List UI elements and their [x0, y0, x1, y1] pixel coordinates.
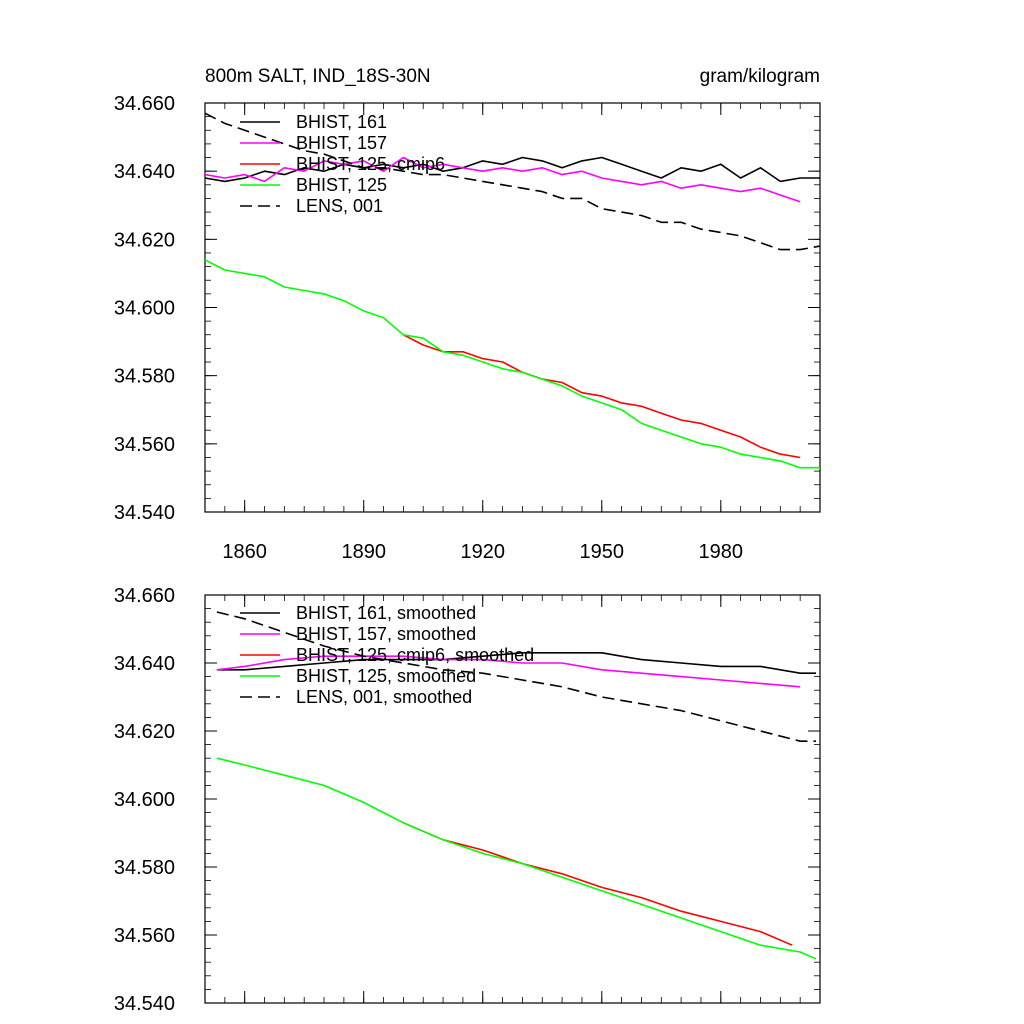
series-line-bhist-125-cmip6-smoothed [403, 822, 793, 946]
x-tick-label: 1920 [460, 541, 505, 563]
x-tick-label: 1860 [222, 541, 267, 563]
y-tick-label: 34.580 [114, 366, 175, 388]
y-tick-label: 34.600 [114, 298, 175, 320]
bottom-panel: 34.540 34.560 34.580 34.600 34.620 34.640 34.6… [114, 585, 821, 1015]
x-tick-label: 1980 [699, 541, 744, 563]
y-tick-label: 34.660 [114, 585, 175, 607]
series-line-lens-001-smoothed [216, 611, 816, 743]
legend-label: BHIST, 161, smoothed [296, 603, 476, 623]
y-tick-label: 34.640 [114, 653, 175, 675]
y-tick-label: 34.540 [114, 502, 175, 524]
legend-label: LENS, 001 [296, 196, 383, 216]
series-line-bhist-161 [204, 156, 820, 183]
y-tick-label: 34.540 [114, 993, 175, 1015]
y-tick-label: 34.640 [114, 161, 175, 183]
legend-label: BHIST, 125 [296, 175, 387, 195]
legend-label: BHIST, 157 [296, 133, 387, 153]
legend-label: LENS, 001, smoothed [296, 687, 472, 707]
legend-label: BHIST, 161 [296, 112, 387, 132]
series-line-bhist-125-cmip6 [403, 334, 801, 459]
series-line-bhist-161-smoothed [216, 651, 816, 675]
series-line-lens-001 [204, 112, 821, 251]
series-line-bhist-157-smoothed [216, 655, 801, 688]
series-line-bhist-157 [204, 156, 801, 203]
y-tick-label: 34.560 [114, 434, 175, 456]
top-panel: 800m SALT, IND_18S-30N gram/kilogram 34.… [114, 66, 821, 563]
series-line-bhist-125-smoothed [216, 757, 817, 960]
legend-label: BHIST, 157, smoothed [296, 624, 476, 644]
y-tick-label: 34.660 [114, 93, 175, 115]
units-label: gram/kilogram [700, 66, 820, 87]
series-line-bhist-125 [204, 259, 820, 469]
legend-label: BHIST, 125, cmip6, smoothed [296, 645, 534, 665]
legend-label: BHIST, 125, smoothed [296, 666, 476, 686]
top-plot-area: 34.540 34.560 34.580 34.600 34.620 34.640 34.6… [114, 93, 821, 563]
y-tick-label: 34.560 [114, 925, 175, 947]
x-tick-label: 1890 [341, 541, 386, 563]
y-tick-label: 34.620 [114, 229, 175, 251]
x-tick-label: 1950 [580, 541, 625, 563]
legend-label: BHIST, 125, cmip6 [296, 154, 445, 174]
y-tick-label: 34.620 [114, 721, 175, 743]
bottom-plot-area: 34.540 34.560 34.580 34.600 34.620 34.640 34.6… [114, 585, 821, 1015]
chart-title: 800m SALT, IND_18S-30N [205, 66, 431, 87]
y-tick-label: 34.600 [114, 789, 175, 811]
y-tick-label: 34.580 [114, 857, 175, 879]
